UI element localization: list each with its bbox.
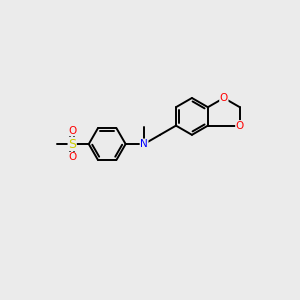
Text: O: O xyxy=(68,152,76,162)
Text: O: O xyxy=(68,126,76,136)
Text: S: S xyxy=(68,138,76,151)
Text: N: N xyxy=(140,139,148,149)
Text: O: O xyxy=(220,93,228,103)
Text: O: O xyxy=(236,121,244,130)
